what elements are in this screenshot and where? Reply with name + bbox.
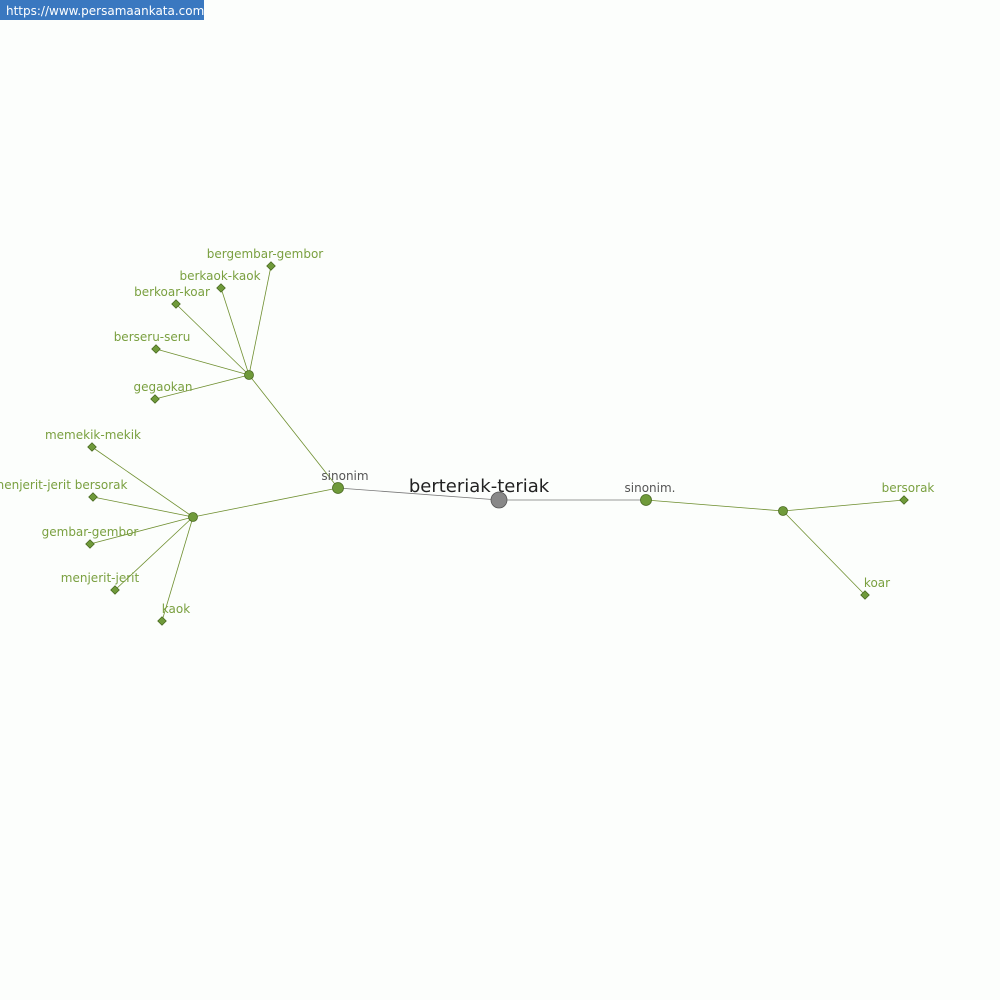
word-node [88, 492, 98, 502]
word-label: memekik-mekik [45, 428, 141, 442]
edge [155, 348, 250, 376]
edge [161, 516, 194, 622]
word-node [157, 616, 167, 626]
word-node [860, 590, 870, 600]
center-label: berteriak-teriak [409, 476, 550, 497]
word-node [151, 344, 161, 354]
edge [248, 374, 339, 489]
relation-node [640, 494, 652, 506]
word-label: bergembar-gembor [207, 247, 324, 261]
watermark: https://www.persamaankata.com [6, 4, 204, 18]
edge [114, 516, 194, 591]
edge [192, 487, 339, 518]
edge [91, 446, 194, 518]
edge [782, 499, 905, 512]
word-label: gembar-gembor [42, 525, 139, 539]
hub-node [188, 512, 198, 522]
word-label: koar [864, 576, 890, 590]
hub-node [778, 506, 788, 516]
relation-label: sinonim [321, 469, 368, 483]
edge [782, 510, 866, 596]
word-label: bersorak [882, 481, 935, 495]
nodes [85, 261, 909, 626]
word-label: menjerit-jerit [61, 571, 140, 585]
hub-node [244, 370, 254, 380]
edge [154, 374, 250, 400]
word-label: menjerit-jerit bersorak [0, 478, 128, 492]
edge [645, 499, 784, 512]
word-node [87, 442, 97, 452]
edge [220, 287, 250, 376]
word-node [150, 394, 160, 404]
edge [89, 516, 194, 545]
word-node [216, 283, 226, 293]
edge [92, 496, 194, 518]
relation-node [332, 482, 344, 494]
word-node [899, 495, 909, 505]
center-node [490, 491, 508, 509]
word-node [85, 539, 95, 549]
watermark-bg [0, 0, 204, 20]
word-label: berseru-seru [114, 330, 191, 344]
word-label: berkoar-koar [134, 285, 210, 299]
word-label: gegaokan [133, 380, 192, 394]
word-node [266, 261, 276, 271]
edge [337, 487, 500, 501]
word-label: berkaok-kaok [179, 269, 260, 283]
word-label: kaok [162, 602, 190, 616]
word-node [171, 299, 181, 309]
word-node [110, 585, 120, 595]
relation-label: sinonim. [625, 481, 676, 495]
edges [89, 265, 905, 622]
edge [175, 303, 250, 376]
edge [248, 265, 272, 376]
